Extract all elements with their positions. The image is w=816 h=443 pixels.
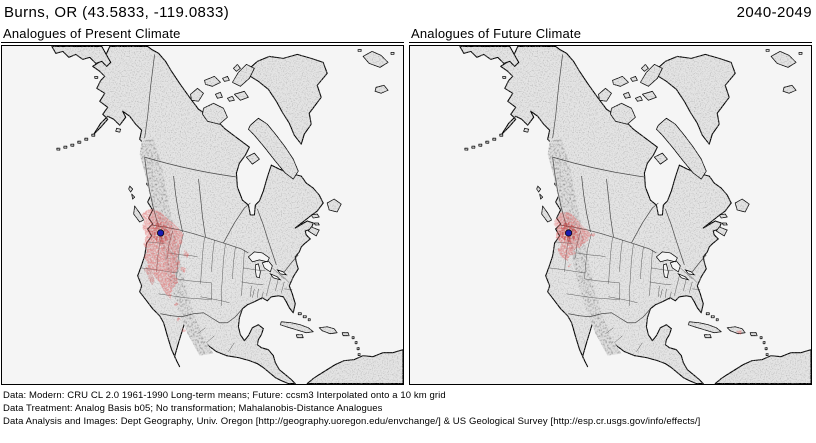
period-label: 2040-2049 [736,4,812,21]
analog-region-present-main [142,209,190,333]
map-present [1,45,404,385]
panel-future-title: Analogues of Future Climate [409,24,812,43]
footer: Data: Modern: CRU CL 2.0 1961-1990 Long-… [0,385,816,428]
analog-core-present-sierra [144,263,155,285]
analog-region-future [554,211,743,334]
footer-credits-line: Data Analysis and Images: Dept Geography… [3,416,701,427]
panel-present: Analogues of Present Climate [1,24,404,385]
analog-region-future-main [554,211,743,334]
map-future [409,45,812,385]
analog-region-present [142,209,190,333]
location-title: Burns, OR (43.5833, -119.0833) [4,4,230,21]
panel-future: Analogues of Future Climate [409,24,812,385]
map-panels: Analogues of Present Climate Analogues o… [0,24,816,385]
location-marker-present [157,229,165,237]
map-future-svg [410,46,811,384]
map-present-svg [2,46,403,384]
header: Burns, OR (43.5833, -119.0833) 2040-2049 [0,0,816,21]
footer-data-line: Data: Modern: CRU CL 2.0 1961-1990 Long-… [3,390,446,401]
location-marker-future [565,229,573,237]
footer-treatment-line: Data Treatment: Analog Basis b05; No tra… [3,403,383,414]
panel-present-title: Analogues of Present Climate [1,24,404,43]
